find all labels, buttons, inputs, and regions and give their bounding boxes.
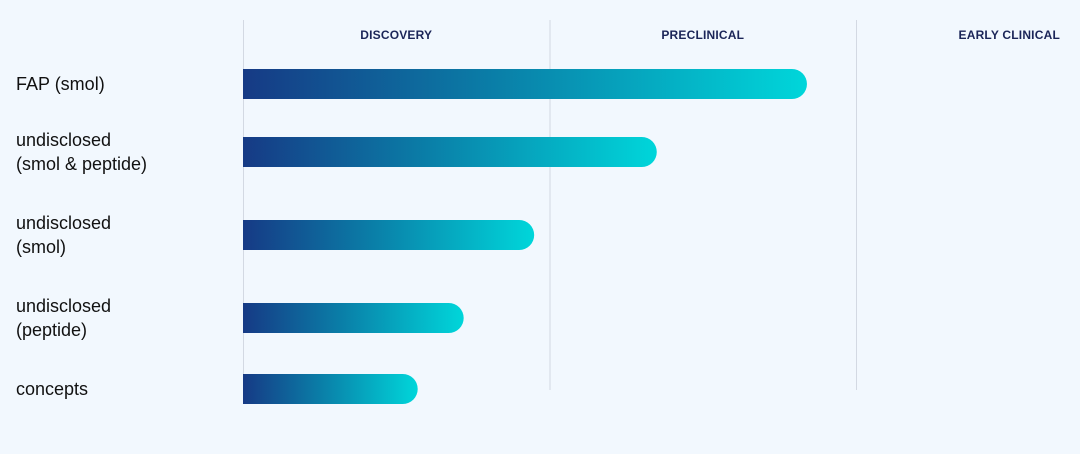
progress-bar <box>243 303 464 333</box>
row-labels: FAP (smol)undisclosed (smol & peptide)und… <box>16 74 147 399</box>
row-label: undisclosed (smol & peptide) <box>16 130 147 174</box>
stage-header: EARLY CLINICAL <box>959 28 1060 42</box>
row-label-line: concepts <box>16 379 88 399</box>
row-label: concepts <box>16 379 88 399</box>
row-label-line: undisclosed <box>16 213 111 233</box>
row-label-line: (smol & peptide) <box>16 154 147 174</box>
stage-headers: DISCOVERY PRECLINICAL EARLY CLINICAL <box>360 28 1060 42</box>
progress-bar <box>243 69 807 99</box>
row-label: undisclosed (peptide) <box>16 296 111 340</box>
progress-bar <box>243 137 657 167</box>
row-label-line: undisclosed <box>16 296 111 316</box>
row-label-line: (smol) <box>16 237 66 257</box>
row-label-line: (peptide) <box>16 320 87 340</box>
row-label-line: FAP (smol) <box>16 74 105 94</box>
row-label: undisclosed (smol) <box>16 213 111 257</box>
stage-header: PRECLINICAL <box>661 28 744 42</box>
row-label-line: undisclosed <box>16 130 111 150</box>
row-label: FAP (smol) <box>16 74 105 94</box>
stage-header: DISCOVERY <box>360 28 432 42</box>
progress-bar <box>243 374 418 404</box>
progress-bar <box>243 220 535 250</box>
progress-bars <box>243 69 807 404</box>
